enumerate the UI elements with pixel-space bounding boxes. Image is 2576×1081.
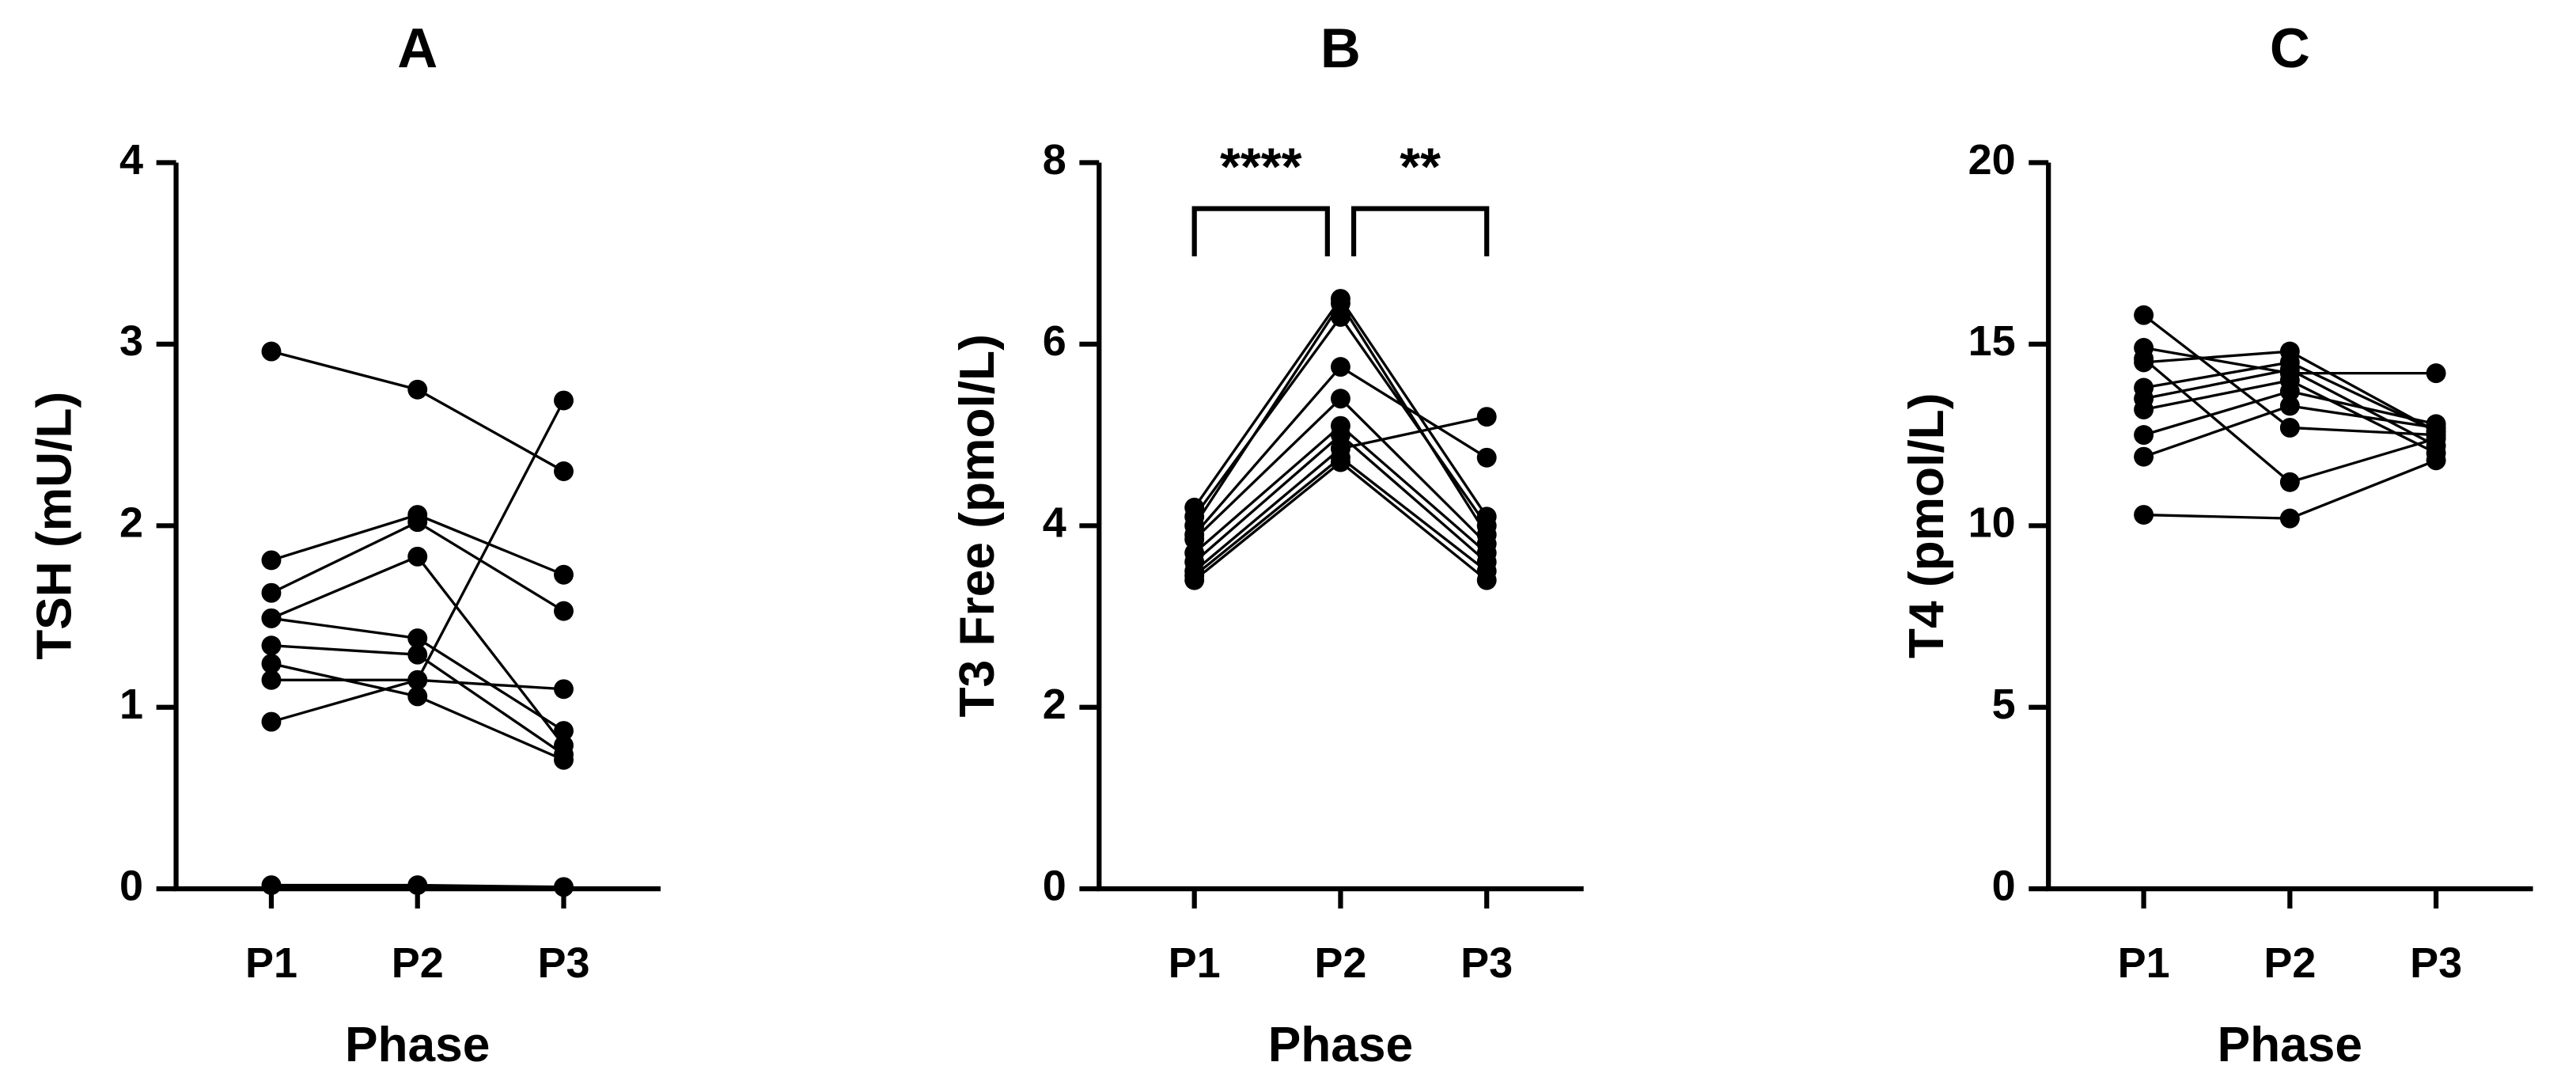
data-point xyxy=(407,644,428,665)
data-point xyxy=(1184,529,1205,549)
data-point xyxy=(2426,363,2446,384)
x-tick-label: P3 xyxy=(2410,939,2462,987)
x-axis-label: Phase xyxy=(1268,1018,1413,1072)
panel-title: A xyxy=(397,17,438,79)
data-point xyxy=(2279,381,2300,402)
data-point xyxy=(554,601,574,621)
data-point xyxy=(2279,508,2300,529)
x-tick-label: P1 xyxy=(1169,939,1221,987)
subject-line xyxy=(271,350,565,472)
data-point xyxy=(261,669,282,690)
y-tick-label: 1 xyxy=(119,681,143,728)
data-point xyxy=(1184,570,1205,590)
data-point xyxy=(2134,446,2154,467)
x-tick-label: P1 xyxy=(2118,939,2170,987)
data-point xyxy=(554,721,574,741)
data-point xyxy=(407,546,428,567)
significance-label: ** xyxy=(1400,138,1441,196)
data-point xyxy=(2279,417,2300,438)
data-point xyxy=(261,608,282,628)
data-point xyxy=(554,749,574,770)
y-tick-label: 4 xyxy=(119,136,143,184)
x-tick-label: P2 xyxy=(392,939,444,987)
data-point xyxy=(261,550,282,571)
y-tick-label: 2 xyxy=(1043,681,1066,728)
data-point xyxy=(261,635,282,656)
x-tick-label: P2 xyxy=(1314,939,1366,987)
data-point xyxy=(261,711,282,732)
data-point xyxy=(1476,570,1497,590)
data-point xyxy=(407,628,428,648)
data-point xyxy=(1330,425,1351,446)
data-point xyxy=(407,686,428,707)
data-point xyxy=(261,341,282,362)
subject-line xyxy=(271,520,565,613)
y-axis-label: TSH (mU/L) xyxy=(28,392,82,660)
data-point xyxy=(2426,450,2446,471)
data-point xyxy=(554,390,574,411)
panel-title: C xyxy=(2270,17,2310,79)
data-point xyxy=(2426,417,2446,438)
y-tick-label: 5 xyxy=(1992,681,2016,728)
y-tick-label: 8 xyxy=(1043,136,1066,184)
data-point xyxy=(2279,396,2300,416)
x-axis-label: Phase xyxy=(2218,1018,2362,1072)
data-point xyxy=(407,379,428,400)
data-point xyxy=(554,461,574,481)
data-point xyxy=(2279,472,2300,492)
y-tick-label: 0 xyxy=(119,862,143,909)
y-axis-label: T4 (pmol/L) xyxy=(1900,393,1954,659)
data-point xyxy=(2134,425,2154,446)
y-tick-label: 6 xyxy=(1043,317,1066,365)
x-tick-label: P1 xyxy=(245,939,297,987)
data-point xyxy=(2134,400,2154,419)
panel: C 0 5 10 15 20 P1 P2 P3 Phase T4 (pmol/L) xyxy=(1900,17,2533,1072)
significance-bracket xyxy=(1191,206,1330,256)
y-tick-label: 15 xyxy=(1968,317,2016,365)
y-tick-label: 20 xyxy=(1968,136,2016,184)
data-point xyxy=(261,582,282,603)
x-axis-label: Phase xyxy=(345,1018,490,1072)
data-point xyxy=(554,679,574,700)
y-tick-label: 4 xyxy=(1043,499,1066,547)
y-tick-label: 3 xyxy=(119,317,143,365)
y-tick-label: 10 xyxy=(1968,499,2016,547)
data-point xyxy=(1476,407,1497,427)
data-point xyxy=(261,875,282,895)
subject-line xyxy=(1193,460,1488,582)
x-tick-label: P3 xyxy=(537,939,589,987)
data-point xyxy=(2134,505,2154,525)
y-axis-label: T3 Free (pmol/L) xyxy=(950,334,1005,717)
data-point xyxy=(1330,357,1351,377)
data-point xyxy=(1476,447,1497,468)
data-point xyxy=(554,564,574,585)
y-tick-label: 2 xyxy=(119,499,143,547)
data-point xyxy=(407,512,428,533)
data-point xyxy=(261,654,282,674)
data-point xyxy=(2134,352,2154,373)
x-tick-label: P3 xyxy=(1460,939,1513,987)
data-point xyxy=(1330,389,1351,409)
data-point xyxy=(554,877,574,897)
significance-label: **** xyxy=(1220,138,1302,196)
y-tick-label: 0 xyxy=(1992,862,2016,909)
panel-title: B xyxy=(1320,17,1361,79)
data-point xyxy=(2134,305,2154,325)
panel: A 0 1 2 3 4 P1 P2 P3 Phase TSH (mU/L) xyxy=(28,17,661,1072)
x-tick-label: P2 xyxy=(2263,939,2316,987)
data-point xyxy=(407,669,428,690)
data-point xyxy=(1330,293,1351,313)
significance-bracket xyxy=(1351,206,1490,256)
data-point xyxy=(1330,452,1351,472)
subject-line xyxy=(1193,456,1488,577)
data-point xyxy=(407,875,428,895)
y-tick-label: 0 xyxy=(1043,862,1066,909)
